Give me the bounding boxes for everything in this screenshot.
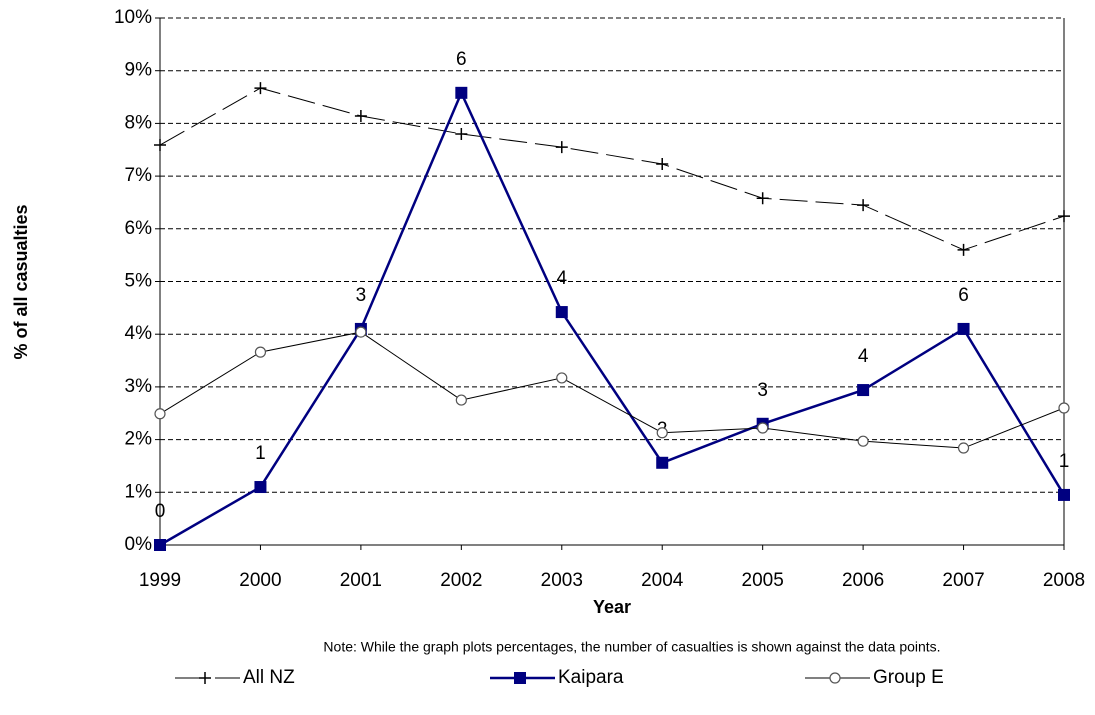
data-label: 1: [255, 443, 266, 464]
data-label: 4: [858, 346, 869, 367]
y-tick-label: 4%: [125, 323, 153, 344]
x-tick-label: 2008: [1043, 570, 1085, 591]
marker: [757, 422, 769, 434]
y-tick-label: 5%: [125, 271, 153, 292]
marker: [254, 82, 267, 95]
series-line: [159, 87, 1065, 251]
data-label: 0: [155, 501, 166, 522]
marker: [555, 141, 568, 154]
marker: [455, 86, 468, 99]
x-tick-label: 2004: [641, 570, 684, 591]
marker: [154, 539, 166, 551]
data-label: 6: [456, 49, 467, 70]
marker: [857, 384, 870, 397]
y-tick-label: 0%: [125, 534, 153, 555]
marker: [957, 442, 970, 454]
marker: [957, 322, 970, 335]
x-tick-label: 2006: [842, 570, 884, 591]
marker: [1058, 488, 1070, 501]
x-tick-label: 2003: [541, 570, 583, 591]
legend-label: Kaipara: [558, 667, 624, 688]
marker: [656, 157, 669, 170]
data-label: 6: [958, 285, 969, 306]
marker: [154, 139, 166, 152]
marker: [355, 326, 367, 338]
y-tick-label: 3%: [125, 376, 153, 397]
marker: [957, 243, 970, 256]
marker: [829, 672, 841, 684]
marker: [254, 346, 267, 358]
marker: [455, 127, 468, 140]
marker: [656, 456, 669, 469]
data-label: 1: [1059, 451, 1070, 472]
x-tick-label: 2005: [742, 570, 784, 591]
y-tick-label: 8%: [125, 112, 153, 133]
legend-label: All NZ: [243, 667, 295, 688]
data-label: 3: [356, 285, 367, 306]
marker: [555, 306, 568, 319]
data-label: 4: [556, 268, 567, 289]
marker: [656, 427, 668, 439]
y-tick-label: 10%: [114, 7, 152, 28]
marker: [556, 372, 568, 384]
x-tick-label: 2002: [440, 570, 482, 591]
x-tick-label: 1999: [139, 570, 181, 591]
marker: [154, 408, 166, 420]
note: Note: While the graph plots percentages,…: [323, 639, 940, 655]
marker: [756, 192, 769, 205]
marker: [254, 481, 267, 494]
x-tick-label: 2001: [340, 570, 382, 591]
x-axis-title: Year: [593, 597, 631, 617]
y-tick-label: 1%: [125, 481, 153, 502]
legend-label: Group E: [873, 667, 944, 688]
data-label: 3: [757, 380, 768, 401]
y-tick-label: 2%: [125, 429, 153, 450]
marker: [354, 110, 367, 123]
y-tick-label: 7%: [125, 165, 153, 186]
marker: [455, 394, 467, 406]
x-tick-label: 2007: [942, 570, 984, 591]
series-line: [159, 89, 1066, 547]
x-tick-label: 2000: [239, 570, 281, 591]
marker: [1058, 402, 1070, 414]
marker: [857, 199, 870, 212]
y-tick-label: 6%: [125, 218, 153, 239]
marker: [199, 672, 211, 684]
y-axis-title: % of all casualties: [11, 204, 31, 359]
series-line: [159, 331, 1065, 449]
marker: [857, 435, 869, 447]
y-tick-label: 9%: [125, 60, 153, 81]
marker: [1058, 210, 1070, 223]
marker: [514, 672, 526, 684]
